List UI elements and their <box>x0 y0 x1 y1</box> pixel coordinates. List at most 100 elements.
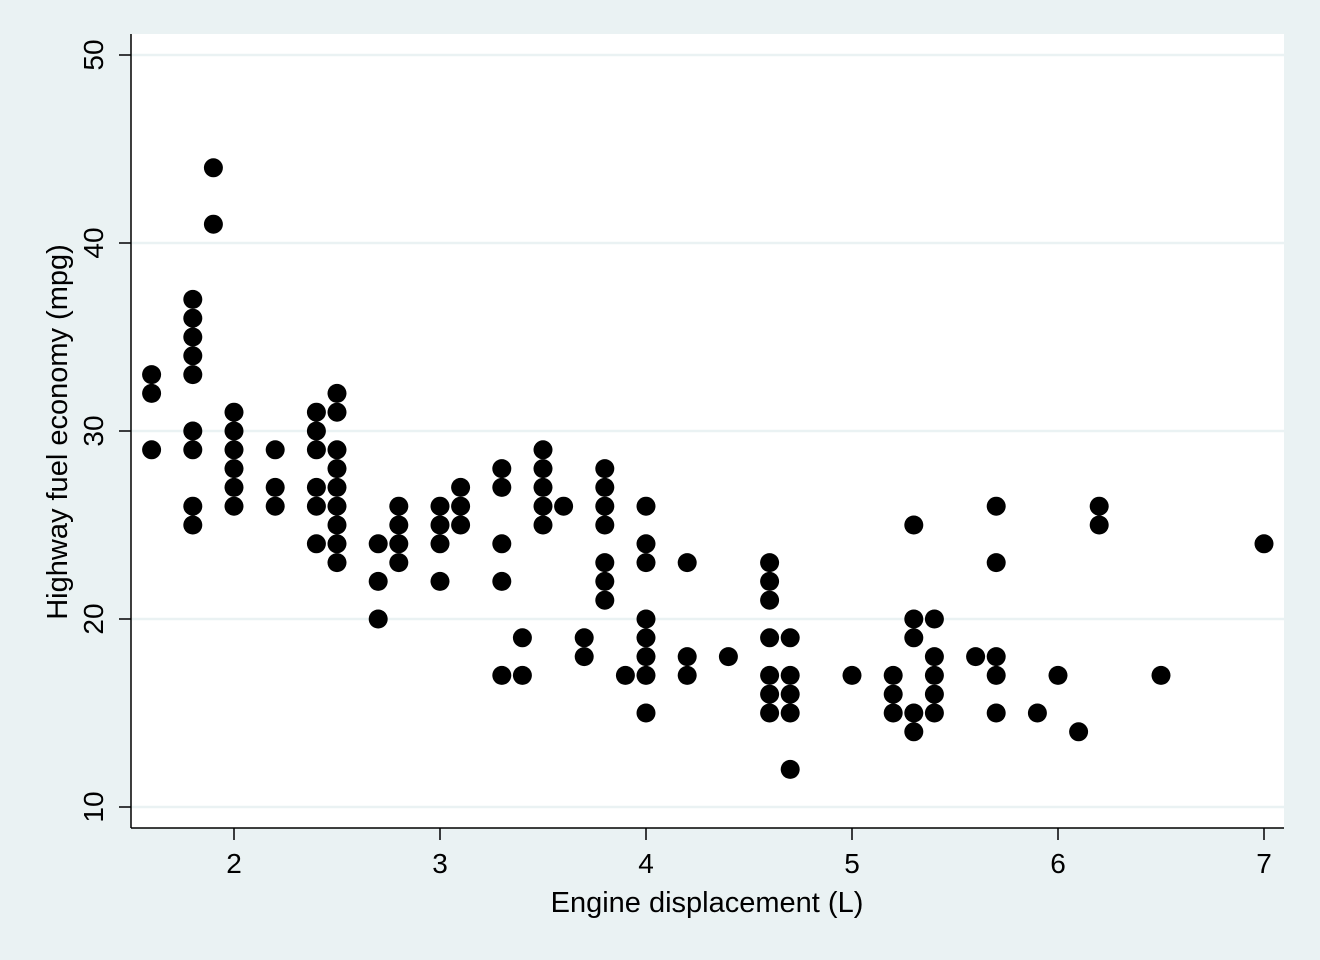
data-point <box>306 477 326 497</box>
data-point <box>389 553 409 573</box>
data-point <box>533 440 553 460</box>
data-point <box>904 609 924 629</box>
data-point <box>327 534 347 554</box>
data-point <box>203 158 223 178</box>
data-point <box>780 628 800 648</box>
data-point <box>636 703 656 723</box>
data-point <box>986 647 1006 667</box>
data-point <box>1089 496 1109 516</box>
data-point <box>327 496 347 516</box>
data-point <box>780 703 800 723</box>
data-point <box>183 421 203 441</box>
data-point <box>924 609 944 629</box>
y-tick-label: 50 <box>78 39 109 70</box>
y-tick-label: 40 <box>78 227 109 258</box>
data-point <box>636 665 656 685</box>
data-point <box>306 440 326 460</box>
data-point <box>636 647 656 667</box>
data-point <box>1048 665 1068 685</box>
x-tick-label: 3 <box>432 848 448 879</box>
data-point <box>760 628 780 648</box>
data-point <box>760 684 780 704</box>
data-point <box>389 534 409 554</box>
data-point <box>780 665 800 685</box>
data-point <box>780 684 800 704</box>
data-point <box>595 477 615 497</box>
x-tick-label: 4 <box>638 848 654 879</box>
data-point <box>760 590 780 610</box>
data-point <box>615 665 635 685</box>
data-point <box>430 496 450 516</box>
data-point <box>718 647 738 667</box>
data-point <box>533 496 553 516</box>
x-ticks: 2 3 4 5 6 7 <box>226 828 1272 879</box>
data-point <box>306 402 326 422</box>
data-point <box>492 665 512 685</box>
data-point <box>924 703 944 723</box>
data-point <box>595 496 615 516</box>
data-point <box>924 647 944 667</box>
data-point <box>595 553 615 573</box>
x-tick-label: 7 <box>1256 848 1272 879</box>
y-axis-label: Highway fuel economy (mpg) <box>42 244 74 620</box>
data-point <box>1027 703 1047 723</box>
data-point <box>492 571 512 591</box>
data-point <box>636 609 656 629</box>
x-tick-label: 5 <box>844 848 860 879</box>
data-point <box>492 459 512 479</box>
data-point <box>595 459 615 479</box>
data-point <box>904 628 924 648</box>
data-point <box>368 571 388 591</box>
data-point <box>306 534 326 554</box>
data-point <box>554 496 574 516</box>
data-point <box>389 515 409 535</box>
data-point <box>533 477 553 497</box>
data-point <box>183 308 203 328</box>
data-point <box>142 383 162 403</box>
data-point <box>883 684 903 704</box>
y-ticks: 10 20 30 40 50 <box>78 39 131 823</box>
data-point <box>780 759 800 779</box>
data-point <box>924 665 944 685</box>
data-point <box>904 703 924 723</box>
data-point <box>595 515 615 535</box>
data-point <box>327 440 347 460</box>
data-point <box>306 421 326 441</box>
data-point <box>451 477 471 497</box>
data-point <box>533 459 553 479</box>
data-point <box>512 628 532 648</box>
data-point <box>636 553 656 573</box>
data-point <box>142 440 162 460</box>
data-point <box>430 571 450 591</box>
data-point <box>760 665 780 685</box>
data-point <box>1151 665 1171 685</box>
data-point <box>183 365 203 385</box>
data-point <box>368 609 388 629</box>
data-point <box>842 665 862 685</box>
x-axis-label: Engine displacement (L) <box>551 887 864 919</box>
data-point <box>265 477 285 497</box>
data-point <box>265 496 285 516</box>
data-point <box>183 346 203 366</box>
data-points <box>142 158 1274 779</box>
data-point <box>492 534 512 554</box>
data-point <box>533 515 553 535</box>
data-point <box>265 440 285 460</box>
data-point <box>183 327 203 347</box>
data-point <box>924 684 944 704</box>
data-point <box>451 496 471 516</box>
data-point <box>203 214 223 234</box>
data-point <box>224 459 244 479</box>
data-point <box>986 665 1006 685</box>
data-point <box>677 553 697 573</box>
data-point <box>595 571 615 591</box>
data-point <box>677 647 697 667</box>
y-tick-label: 20 <box>78 603 109 634</box>
data-point <box>986 496 1006 516</box>
data-point <box>595 590 615 610</box>
data-point <box>142 365 162 385</box>
data-point <box>389 496 409 516</box>
data-point <box>904 515 924 535</box>
data-point <box>306 496 326 516</box>
